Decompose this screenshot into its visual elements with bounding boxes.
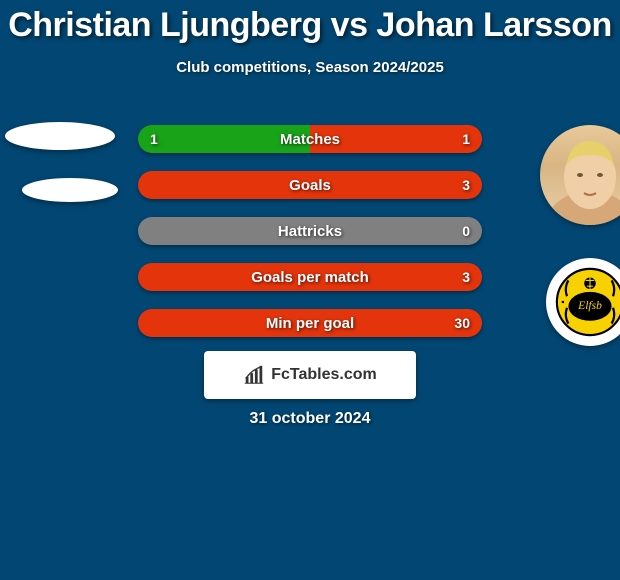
bar-row-goals-per-match: Goals per match 3 xyxy=(138,263,482,291)
bar-right-segment xyxy=(310,125,482,153)
bar-row-min-per-goal: Min per goal 30 xyxy=(138,309,482,337)
brand-attribution: FcTables.com xyxy=(204,351,416,399)
page-title: Christian Ljungberg vs Johan Larsson xyxy=(0,0,620,45)
bar-track xyxy=(138,309,482,337)
player-left-avatar-placeholder xyxy=(5,122,115,150)
bar-row-goals: Goals 3 xyxy=(138,171,482,199)
bar-row-matches: 1 Matches 1 xyxy=(138,125,482,153)
bar-right-segment xyxy=(138,263,482,291)
bar-track xyxy=(138,125,482,153)
date-label: 31 october 2024 xyxy=(0,410,620,428)
team-left-crest-placeholder xyxy=(22,178,118,202)
brand-text: FcTables.com xyxy=(271,366,377,384)
bar-track xyxy=(138,171,482,199)
bar-right-segment xyxy=(138,309,482,337)
bar-right-segment xyxy=(138,217,482,245)
comparison-bars: 1 Matches 1 Goals 3 Hattricks 0 Goals pe… xyxy=(138,125,482,355)
bar-row-hattricks: Hattricks 0 xyxy=(138,217,482,245)
bar-track xyxy=(138,217,482,245)
bar-track xyxy=(138,263,482,291)
subtitle: Club competitions, Season 2024/2025 xyxy=(0,59,620,76)
bar-right-segment xyxy=(138,171,482,199)
svg-text:Elfsb: Elfsb xyxy=(577,300,602,312)
player-right-avatar xyxy=(540,125,620,225)
team-right-crest: Elfsb xyxy=(546,258,620,346)
bar-left-segment xyxy=(138,125,310,153)
chart-icon xyxy=(243,364,265,386)
